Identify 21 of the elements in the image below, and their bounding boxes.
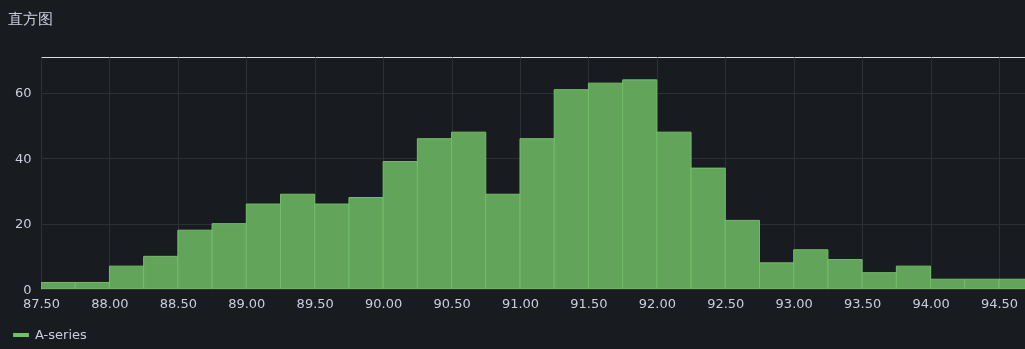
x-tick-label: 92.50 [707, 295, 745, 311]
x-tick-label: 89.50 [296, 295, 334, 311]
x-tick-label: 90.00 [365, 295, 403, 311]
x-tick-label: 93.50 [844, 295, 882, 311]
x-tick-label: 89.00 [228, 295, 266, 311]
y-tick-label: 60 [14, 85, 32, 101]
y-tick-label: 0 [23, 281, 32, 297]
y-tick-label: 40 [14, 150, 32, 166]
x-tick-label: 88.00 [91, 295, 129, 311]
x-tick-label: 90.50 [433, 295, 471, 311]
chart-title: 直方图 [8, 10, 53, 28]
x-tick-label: 93.00 [775, 295, 813, 311]
y-tick-label: 20 [14, 216, 32, 232]
x-tick-label: 94.00 [912, 295, 950, 311]
x-tick-label: 87.50 [22, 295, 61, 311]
x-tick-label: 94.50 [980, 295, 1019, 311]
legend-label: A-series [35, 327, 88, 342]
x-tick-label: 91.50 [570, 295, 608, 311]
x-tick-label: 92.00 [638, 295, 676, 311]
x-tick-label: 91.00 [501, 295, 540, 311]
x-tick-label: 88.50 [159, 295, 197, 311]
